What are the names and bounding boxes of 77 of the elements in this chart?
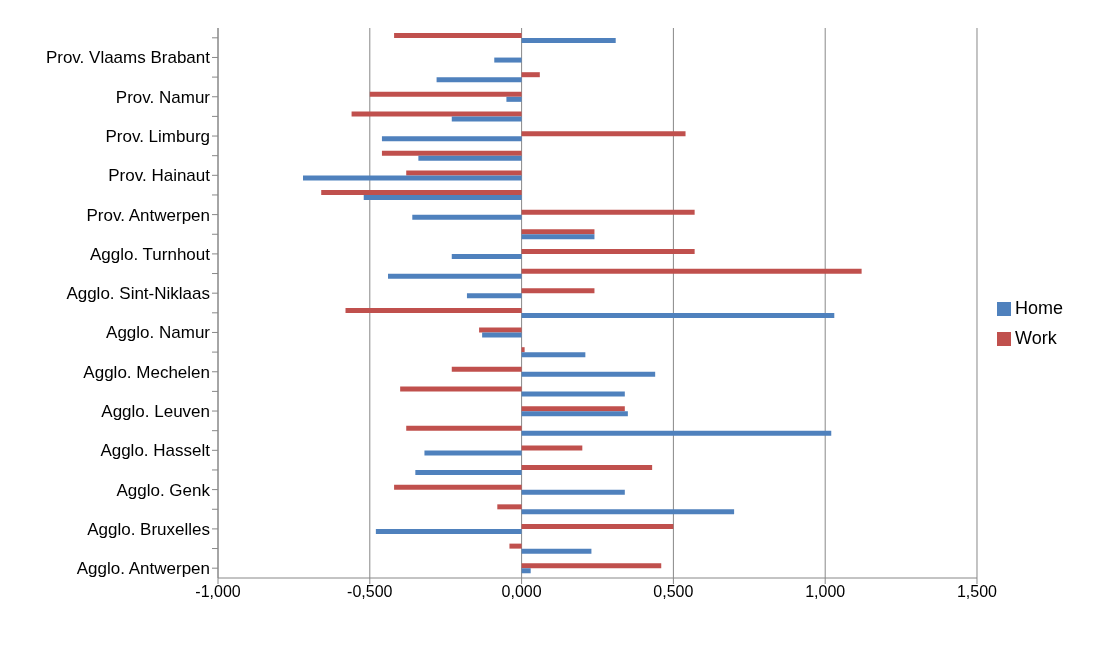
bar — [418, 155, 522, 161]
bar — [521, 72, 540, 78]
x-tick-label: 1,500 — [956, 583, 998, 601]
bar — [521, 509, 735, 515]
y-tick-label: Prov. Limburg — [105, 127, 210, 147]
bar — [521, 209, 695, 215]
bar — [466, 293, 522, 299]
y-tick-label: Agglo. Mechelen — [83, 362, 210, 382]
bar — [521, 568, 531, 574]
y-tick-label: Prov. Hainaut — [108, 166, 211, 186]
x-tick-label: -1,000 — [195, 583, 241, 601]
y-tick-label: Prov. Vlaams Brabant — [45, 48, 211, 68]
bar — [436, 77, 522, 83]
bar — [451, 366, 522, 372]
bar — [506, 96, 522, 102]
bar — [521, 489, 625, 495]
y-tick-label: Agglo. Bruxelles — [87, 519, 210, 539]
y-tick-label: Agglo. Hasselt — [100, 441, 211, 461]
bar — [521, 445, 583, 451]
bar — [345, 307, 522, 313]
bar — [521, 248, 695, 254]
bar — [381, 150, 522, 156]
bar — [451, 253, 522, 259]
bar — [521, 131, 686, 137]
bar — [394, 32, 522, 38]
y-tick-label: Prov. Namur — [115, 87, 211, 107]
bar — [406, 425, 522, 431]
bar — [521, 288, 595, 294]
bar — [521, 391, 625, 397]
bar — [351, 111, 522, 117]
bar — [479, 327, 522, 333]
bar — [394, 484, 522, 490]
bar — [521, 352, 586, 358]
x-tick-label: 0,000 — [501, 583, 542, 601]
y-tick-label: Agglo. Sint-Niklaas — [66, 284, 210, 304]
legend-label: Work — [1014, 328, 1057, 348]
bar — [521, 229, 595, 235]
bar — [497, 504, 522, 510]
bar — [369, 91, 522, 97]
bar — [482, 332, 522, 338]
bar — [406, 170, 522, 176]
bar — [521, 234, 595, 240]
bar — [303, 175, 522, 181]
x-tick-label: 1,000 — [805, 583, 846, 601]
bar — [509, 543, 522, 549]
bar — [521, 347, 525, 353]
legend-label: Home — [1014, 298, 1063, 318]
bar — [451, 116, 522, 122]
bar — [521, 548, 592, 554]
bar — [521, 406, 625, 412]
y-tick-label: Agglo. Leuven — [101, 402, 210, 422]
bar — [521, 411, 628, 417]
x-tick-label: -0,500 — [347, 583, 393, 601]
bar — [521, 523, 674, 529]
y-tick-label: Agglo. Genk — [116, 480, 211, 500]
bar — [381, 136, 522, 142]
bar — [521, 563, 662, 569]
bar — [388, 273, 522, 279]
bar — [400, 386, 522, 392]
bar — [424, 450, 522, 456]
y-tick-label: Prov. Antwerpen — [86, 205, 210, 225]
bar — [321, 190, 522, 196]
bar — [412, 214, 522, 220]
bar — [375, 528, 522, 534]
bar — [415, 470, 522, 476]
bar — [494, 57, 522, 63]
bar — [521, 371, 656, 377]
bar — [363, 195, 522, 201]
bar — [521, 268, 862, 274]
y-tick-label: Agglo. Turnhout — [89, 244, 211, 264]
bar — [521, 465, 653, 471]
y-tick-label: Agglo. Namur — [106, 323, 211, 343]
x-tick-label: 0,500 — [653, 583, 694, 601]
bar — [521, 430, 832, 436]
bar — [521, 312, 835, 318]
y-tick-label: Agglo. Antwerpen — [76, 559, 210, 579]
bar — [521, 37, 616, 43]
